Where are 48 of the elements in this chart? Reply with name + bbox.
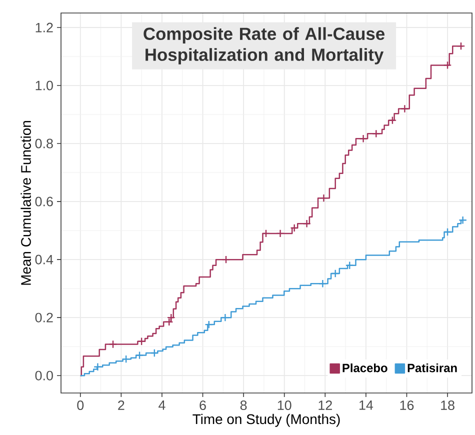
point [400,104,409,113]
point [318,279,327,288]
point [456,42,466,50]
point [262,229,270,238]
point [150,348,159,358]
point [458,216,468,224]
point [302,219,311,228]
point [388,116,397,125]
point [94,362,102,372]
point [276,229,284,238]
y-tick-label: 0.4 [35,254,54,264]
point [108,340,118,348]
x-axis-title: Time on Study (Months) [192,414,340,427]
y-tick-label: 0.2 [35,312,53,322]
point [221,313,230,322]
y-tick-label: 0.6 [35,196,53,206]
point [359,134,368,143]
point [164,318,174,326]
point [345,261,354,270]
point [135,351,144,360]
y-axis-title: Mean Cumulative Function [20,120,31,285]
point [331,269,340,278]
point [122,354,130,364]
point [443,228,452,236]
x-tick-label: 10 [278,400,292,410]
y-tick-label: 0.0 [35,370,53,380]
text: Composite Rate of All-Cause Hospitalization and Mortality [144,27,385,64]
point [222,255,230,264]
x-tick-label: 16 [400,400,414,410]
point [320,194,328,202]
x-tick-label: 6 [200,400,206,410]
x-tick-label: 12 [318,400,332,410]
legend-label: Patisiran [408,363,457,372]
x-tick-label: 14 [359,400,374,410]
point [166,313,176,322]
y-tick-label: 0.8 [35,138,53,148]
x-tick-label: 8 [240,400,247,410]
point [137,337,146,346]
point [204,320,214,329]
y-tick-label: 1.0 [36,80,53,90]
y-tick-label: 1.2 [36,22,53,32]
x-tick-label: 0 [77,400,84,410]
point [372,129,380,138]
point [443,61,452,70]
x-tick-label: 4 [158,400,166,410]
x-tick-label: 18 [441,400,454,410]
x-tick-label: 2 [118,400,124,410]
legend-label: Placebo [342,363,388,372]
